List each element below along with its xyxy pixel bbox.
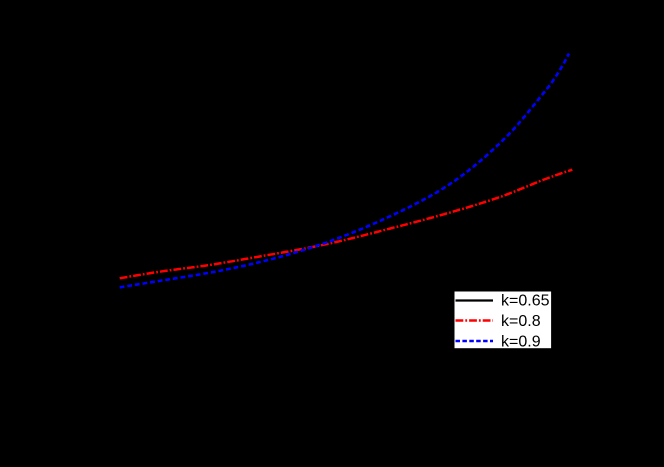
svg-text:k=0.9: k=0.9 <box>501 334 541 351</box>
svg-text:k=0.65: k=0.65 <box>501 293 550 310</box>
svg-text:k=0.8: k=0.8 <box>501 313 541 330</box>
